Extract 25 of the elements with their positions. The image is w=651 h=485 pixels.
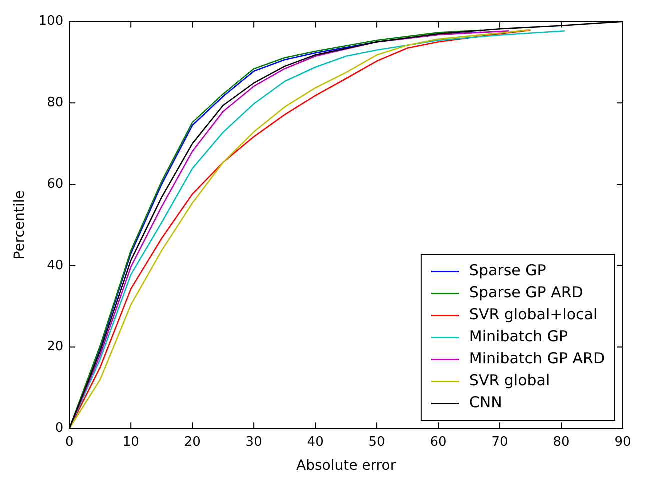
x-tick-label: 50 [368,434,386,450]
y-tick-label: 40 [47,258,64,274]
x-tick-label: 70 [492,434,508,450]
x-tick-label: 0 [65,434,74,450]
y-axis-title: Percentile [12,190,28,260]
x-tick-label: 60 [430,434,447,450]
x-tick-label: 30 [246,434,262,450]
legend-label: Minibatch GP ARD [469,349,606,368]
x-tick-label: 10 [122,434,140,450]
x-tick-label: 40 [307,434,324,450]
x-tick-label: 20 [184,434,201,450]
x-tick-label: 80 [553,434,570,450]
y-tick-label: 0 [55,420,64,436]
y-tick-label: 60 [47,176,64,192]
legend-label: SVR global [469,371,550,390]
legend-label: Minibatch GP [469,327,568,346]
y-tick-label: 80 [47,96,64,111]
legend-label: Sparse GP [469,261,546,280]
x-axis-title: Absolute error [296,458,396,474]
legend-label: CNN [469,393,502,412]
y-tick-label: 20 [47,340,64,355]
legend-label: SVR global+local [469,305,598,324]
y-tick-label: 100 [38,14,64,30]
legend-label: Sparse GP ARD [469,283,584,302]
x-tick-label: 90 [614,434,632,450]
